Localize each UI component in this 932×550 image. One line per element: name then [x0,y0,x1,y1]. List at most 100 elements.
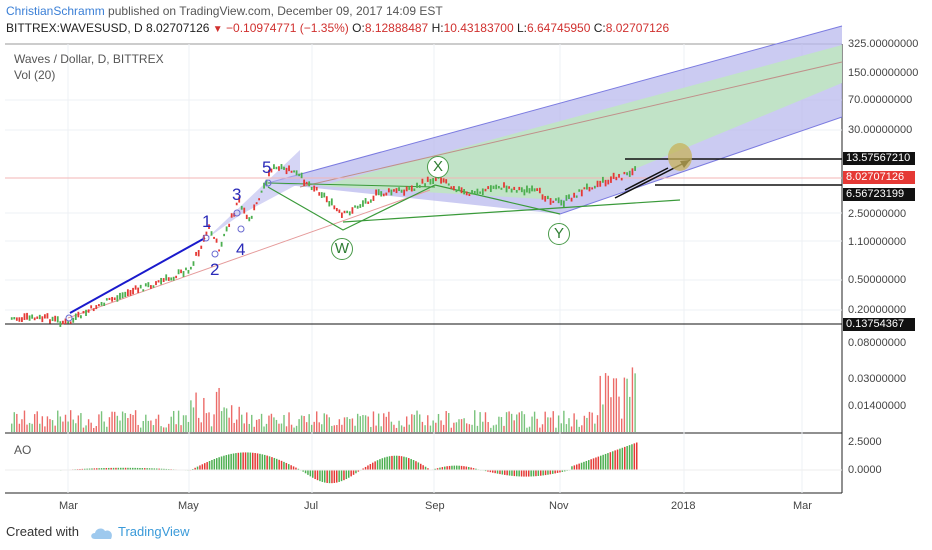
candle [367,201,370,204]
ao-bar [475,468,477,470]
candle [510,188,513,193]
candle [429,179,432,185]
candle [426,176,429,182]
volume-bar [175,424,177,432]
candle [340,212,343,218]
volume-bar [230,405,233,432]
candle [155,281,157,286]
candle [189,266,192,270]
volume-bar [607,375,609,432]
volume-bar [275,419,278,432]
trendlines[interactable] [5,143,842,325]
ao-bar [489,470,492,473]
candle [330,198,333,206]
volume-bar [465,423,468,432]
ao-bar [271,457,273,470]
volume-bar [453,422,455,432]
close-value: 8.02707126 [605,21,670,35]
ao-bar [554,470,556,474]
volume-bar [408,424,410,432]
candle [103,302,106,306]
ao-bar [391,455,393,470]
ao-bar [453,465,456,470]
candle [223,233,226,237]
volume-bar [411,414,413,432]
candle [280,164,283,170]
pitchfork-lower-line [559,116,843,215]
ao-bar [144,468,146,470]
volume-bar [321,424,323,432]
candle [328,201,331,207]
low-price-label: 0.13754367 [843,318,915,331]
volume-bar [620,418,623,432]
volume-bar [210,426,213,432]
volume-bar [495,424,497,432]
ao-bar [232,453,235,470]
volume-bar [268,415,270,432]
candle [23,313,26,320]
ao-bar [396,455,398,470]
volume-bar [220,411,223,432]
tradingview-link[interactable]: TradingView [118,524,190,539]
volume-bar [544,411,546,432]
candle [575,195,578,198]
volume-bar [615,378,618,432]
volume-bar [578,426,580,432]
candle [210,231,213,236]
ao-bar [211,459,213,470]
ao-bar [386,456,388,470]
ao-bar [79,468,81,470]
ao-bar [117,467,120,470]
ao-bar [542,470,544,476]
ao-bar [441,467,444,470]
wave1-line [69,237,206,314]
candle [351,207,354,214]
candle [278,166,280,171]
volume-bar [450,427,453,432]
volume-bar [460,419,463,432]
volume-bar [333,425,336,432]
ao-bar [595,457,597,470]
volume-bar [508,411,510,432]
ao-bar [415,461,417,470]
ao-bar [348,470,350,478]
candle [33,317,36,321]
ao-bar [321,470,324,482]
candle [586,183,588,190]
volume-bar [612,378,615,432]
ao-bar [376,460,379,470]
ao-bar [379,459,381,470]
ao-bar [326,470,328,483]
candle [515,190,518,193]
ao-bar [230,453,232,470]
volume-bar [362,415,364,432]
pitchfork[interactable] [205,25,843,240]
candle [82,311,85,314]
candle [359,204,362,208]
volume-bar [581,425,583,432]
volume-bar [51,420,54,432]
volume-bar [316,411,318,432]
author-link[interactable]: ChristianSchramm [6,4,105,18]
candle [15,317,18,321]
candle [300,172,303,179]
volume-bar [103,421,105,432]
candle [43,314,46,319]
open-value: 8.12888487 [364,21,429,35]
ao-bar [100,468,103,470]
volume-bar [568,418,570,432]
volume-bar [594,423,596,432]
ao-bar [319,470,321,482]
ao-bar [410,458,412,470]
ao-bar [357,470,360,472]
ao-bar [444,466,446,470]
candle [523,189,526,196]
candle [303,179,306,186]
ao-bar [561,470,564,472]
volume-bar [575,419,578,432]
volume-bar [280,423,283,432]
ao-bar [388,456,391,470]
volume-bar [208,412,210,432]
candle [200,245,203,249]
